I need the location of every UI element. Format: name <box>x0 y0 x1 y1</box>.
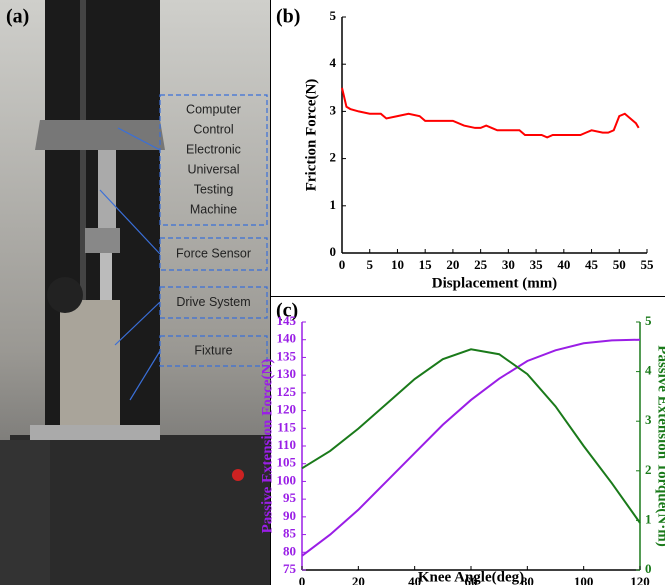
panel-label: (a) <box>6 6 29 28</box>
y-tick-label: 1 <box>330 197 337 212</box>
y-tick-label: 85 <box>283 526 297 541</box>
x-tick-label: 0 <box>339 257 346 272</box>
x-tick-label: 100 <box>574 574 594 585</box>
y-tick-label: 140 <box>277 331 297 346</box>
photo-label: Electronic <box>186 142 241 156</box>
x-tick-label: 120 <box>630 574 650 585</box>
x-tick-label: 50 <box>613 257 626 272</box>
x-tick-label: 35 <box>530 257 544 272</box>
x-tick-label: 20 <box>446 257 459 272</box>
x-tick-label: 40 <box>557 257 570 272</box>
y-tick-label: 115 <box>277 419 296 434</box>
y2-tick-label: 3 <box>645 412 652 427</box>
y-tick-label: 95 <box>283 490 297 505</box>
photo-label: Force Sensor <box>176 246 251 260</box>
x-tick-label: 5 <box>366 257 373 272</box>
callouts <box>99 94 268 401</box>
y-tick-label: 80 <box>283 543 296 558</box>
y-tick-label: 75 <box>283 561 297 576</box>
photo-label: Fixture <box>194 343 232 357</box>
y-axis-label: Passive Extension Force(N) <box>259 359 275 534</box>
y-tick-label: 110 <box>277 437 296 452</box>
panel-label: (b) <box>276 6 300 28</box>
y2-tick-label: 5 <box>645 313 652 328</box>
y-tick-label: 135 <box>277 348 297 363</box>
photo-label: Control <box>193 122 233 136</box>
photo <box>0 0 270 585</box>
y-tick-label: 130 <box>277 366 297 381</box>
x-tick-label: 45 <box>585 257 599 272</box>
data-line <box>301 348 641 524</box>
x-axis-label: Knee Angle(deg) <box>418 569 524 585</box>
x-tick-label: 30 <box>502 257 515 272</box>
x-tick-label: 20 <box>352 574 365 585</box>
y-tick-label: 105 <box>277 455 297 470</box>
photo-label: Machine <box>190 202 237 216</box>
x-tick-label: 10 <box>391 257 404 272</box>
y-axis-label: Friction Force(N) <box>303 79 319 192</box>
y-tick-label: 0 <box>330 244 337 259</box>
y2-axis-label: Passive Extension Torque(N·m) <box>655 345 665 546</box>
x-tick-label: 80 <box>521 574 534 585</box>
y2-tick-label: 2 <box>645 462 652 477</box>
x-tick-label: 40 <box>408 574 421 585</box>
panel-label: (c) <box>276 300 298 322</box>
y-tick-label: 120 <box>277 402 297 417</box>
y-tick-label: 3 <box>330 102 337 117</box>
y2-tick-label: 1 <box>645 511 652 526</box>
x-tick-label: 60 <box>465 574 478 585</box>
x-tick-label: 55 <box>641 257 655 272</box>
photo-label: Drive System <box>176 295 250 309</box>
y2-tick-label: 0 <box>645 561 652 576</box>
photo-label: Computer <box>186 102 241 116</box>
y-tick-label: 145 <box>277 313 297 328</box>
y-tick-label: 90 <box>283 508 296 523</box>
x-axis-label: Displacement (mm) <box>432 275 557 291</box>
x-tick-label: 25 <box>474 257 488 272</box>
photo-label: Universal <box>187 162 239 176</box>
data-line <box>301 338 641 557</box>
y-tick-label: 2 <box>330 150 337 165</box>
y-tick-label: 125 <box>277 384 297 399</box>
y2-tick-label: 4 <box>645 363 652 378</box>
data-line <box>341 87 640 139</box>
x-tick-label: 0 <box>299 574 306 585</box>
x-tick-label: 15 <box>419 257 433 272</box>
y-tick-label: 100 <box>277 472 297 487</box>
photo-label: Testing <box>194 182 234 196</box>
y-tick-label: 4 <box>330 55 337 70</box>
y-tick-label: 5 <box>330 8 337 23</box>
